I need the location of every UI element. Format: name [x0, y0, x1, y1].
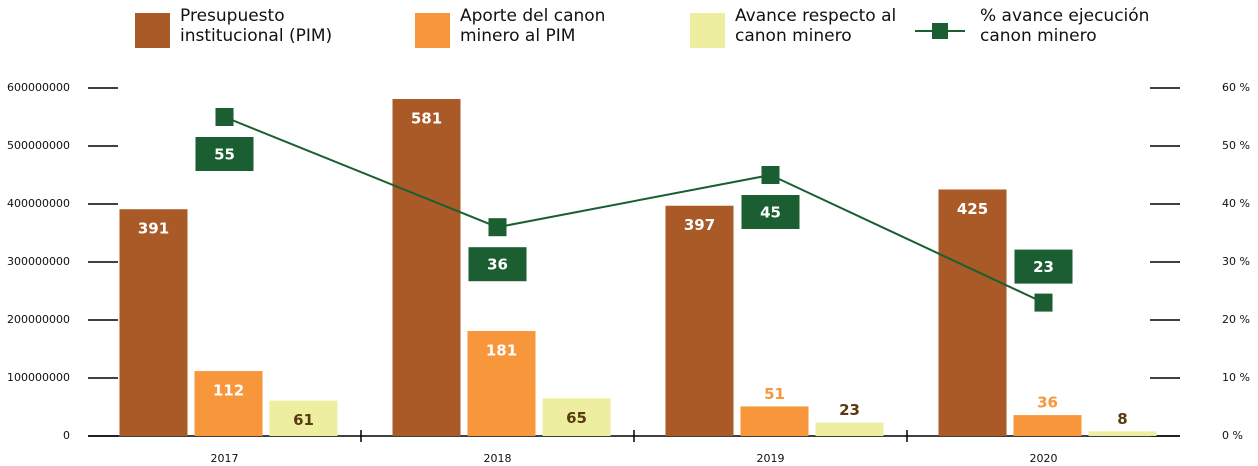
line-marker	[1034, 293, 1053, 312]
bar	[938, 189, 1007, 436]
y2-tick-label: 30 %	[1222, 255, 1250, 268]
legend-swatch	[415, 13, 450, 48]
line-marker	[488, 218, 507, 237]
bar	[815, 422, 884, 436]
x-tick-label: 2017	[211, 452, 239, 465]
value-label: 181	[486, 342, 517, 360]
value-label: 36	[487, 256, 508, 274]
x-tick-label: 2018	[484, 452, 512, 465]
legend-marker	[932, 23, 948, 39]
y2-tick-label: 40 %	[1222, 197, 1250, 210]
bar	[119, 209, 188, 436]
y-tick-label: 600000000	[7, 81, 70, 94]
y2-tick-label: 60 %	[1222, 81, 1250, 94]
y2-tick-label: 10 %	[1222, 371, 1250, 384]
value-label: 581	[411, 110, 442, 128]
legend-swatch	[135, 13, 170, 48]
value-label: 397	[684, 216, 715, 234]
legend-item: Presupuesto institucional (PIM)	[180, 6, 333, 46]
bar	[392, 99, 461, 437]
value-label: 425	[957, 200, 988, 218]
y2-tick-label: 0 %	[1222, 429, 1243, 442]
y-tick-label: 0	[63, 429, 70, 442]
value-label: 36	[1037, 394, 1058, 412]
label-box	[1014, 249, 1073, 284]
value-label: 112	[213, 382, 244, 400]
label-box	[195, 137, 254, 171]
y-tick-label: 100000000	[7, 371, 70, 384]
y2-tick-label: 50 %	[1222, 139, 1250, 152]
value-label: 55	[214, 146, 235, 164]
legend-label: % avance ejecución canon minero	[980, 6, 1150, 46]
y-tick-label: 300000000	[7, 255, 70, 268]
value-label: 45	[760, 204, 781, 222]
bar	[665, 205, 734, 436]
legend-item: Aporte del canon minero al PIM	[460, 6, 606, 46]
legend-label: Avance respecto al canon minero	[735, 6, 897, 46]
bar	[194, 371, 263, 436]
legend-item: Avance respecto al canon minero	[735, 6, 897, 46]
bar	[1088, 431, 1157, 436]
value-label: 23	[839, 401, 860, 419]
bar	[1013, 415, 1082, 436]
bar	[542, 398, 611, 436]
value-label: 51	[764, 385, 785, 403]
line	[224, 116, 1044, 304]
y-tick-label: 500000000	[7, 139, 70, 152]
y-tick-label: 200000000	[7, 313, 70, 326]
legend-label: Aporte del canon minero al PIM	[460, 6, 606, 46]
value-label: 23	[1033, 258, 1054, 276]
bar	[740, 406, 809, 436]
line-marker	[215, 108, 234, 126]
y-tick-label: 400000000	[7, 197, 70, 210]
value-label: 8	[1117, 410, 1127, 428]
legend-label: Presupuesto institucional (PIM)	[180, 6, 333, 46]
line-marker	[761, 166, 780, 184]
value-label: 391	[138, 220, 169, 238]
x-tick-label: 2020	[1030, 452, 1058, 465]
value-label: 61	[293, 411, 314, 429]
bar	[467, 331, 536, 436]
bar	[269, 400, 338, 436]
label-box	[468, 247, 527, 282]
legend-swatch	[690, 13, 725, 48]
y2-tick-label: 20 %	[1222, 313, 1250, 326]
x-tick-label: 2019	[757, 452, 785, 465]
legend-item: % avance ejecución canon minero	[980, 6, 1150, 46]
label-box	[741, 195, 800, 229]
value-label: 65	[566, 409, 587, 427]
